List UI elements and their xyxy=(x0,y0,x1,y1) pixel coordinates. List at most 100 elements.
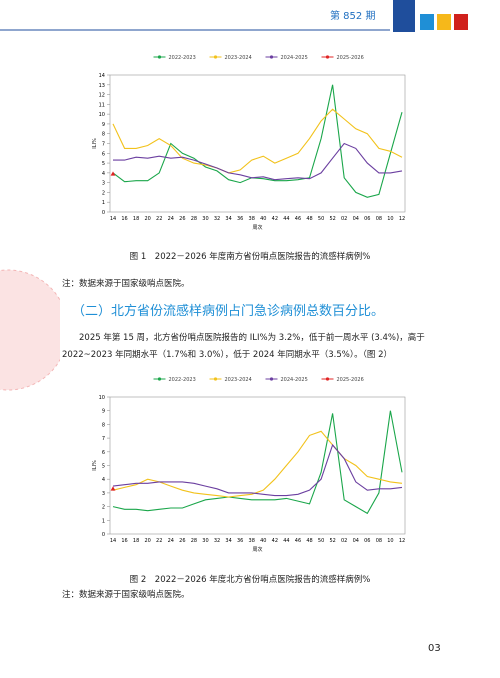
x-tick-label: 36 xyxy=(237,216,243,222)
legend-label: 2023-2024 xyxy=(225,377,252,383)
y-tick-label: 9 xyxy=(102,122,105,128)
y-tick-label: 3 xyxy=(102,181,105,187)
y-tick-label: 0 xyxy=(102,210,105,216)
series-line xyxy=(112,443,403,497)
x-tick-label: 12 xyxy=(399,538,405,544)
section-heading: （二）北方省份流感样病例占门急诊病例总数百分比。 xyxy=(72,304,385,319)
x-tick-label: 44 xyxy=(283,538,289,544)
y-tick-label: 4 xyxy=(102,477,105,483)
virus-illustration xyxy=(0,269,60,391)
x-tick-label: 24 xyxy=(168,216,174,222)
legend-marker xyxy=(157,377,162,381)
legend-label: 2024-2025 xyxy=(281,377,308,383)
y-axis-label: ILI% xyxy=(92,138,98,149)
x-tick-label: 42 xyxy=(272,216,278,222)
header-square xyxy=(454,14,468,30)
caption: 图 1 2022－2026 年度南方省份哨点医院报告的流感样病例% xyxy=(129,252,371,262)
note: 注：数据来源于国家级哨点医院。 xyxy=(62,279,190,289)
series-line xyxy=(112,84,403,198)
x-tick-label: 08 xyxy=(376,216,382,222)
x-tick-label: 52 xyxy=(329,538,335,544)
header-block xyxy=(393,0,415,32)
point-marker xyxy=(110,486,116,491)
x-tick-label: 32 xyxy=(214,538,220,544)
legend-marker xyxy=(213,377,218,381)
header-square xyxy=(420,14,434,30)
note: 注：数据来源于国家级哨点医院。 xyxy=(62,590,190,600)
x-tick-label: 30 xyxy=(202,216,208,222)
x-tick-label: 18 xyxy=(133,216,139,222)
x-tick-label: 08 xyxy=(376,538,382,544)
y-tick-label: 14 xyxy=(99,73,105,79)
y-tick-label: 7 xyxy=(102,142,105,148)
x-tick-label: 18 xyxy=(133,538,139,544)
legend-label: 2023-2024 xyxy=(225,55,252,61)
y-tick-label: 8 xyxy=(102,422,105,428)
header-decor: 第 852 期 xyxy=(0,0,468,32)
x-tick-label: 26 xyxy=(179,216,185,222)
x-tick-label: 06 xyxy=(364,538,370,544)
y-tick-label: 0 xyxy=(102,532,105,538)
x-tick-label: 10 xyxy=(387,216,393,222)
x-tick-label: 42 xyxy=(272,538,278,544)
x-tick-label: 40 xyxy=(260,216,266,222)
x-tick-label: 14 xyxy=(110,216,116,222)
legend-marker xyxy=(269,377,274,381)
legend-label: 2025-2026 xyxy=(337,55,364,61)
x-tick-label: 50 xyxy=(318,538,324,544)
x-tick-label: 28 xyxy=(191,216,197,222)
y-tick-label: 1 xyxy=(102,518,105,524)
y-tick-label: 12 xyxy=(99,93,105,99)
x-tick-label: 10 xyxy=(387,538,393,544)
legend-marker xyxy=(325,55,330,59)
point-marker xyxy=(110,171,116,176)
y-tick-label: 3 xyxy=(102,491,105,497)
legend-marker xyxy=(157,55,162,59)
series-line xyxy=(112,410,403,515)
legend-marker xyxy=(213,55,218,59)
x-tick-label: 26 xyxy=(179,538,185,544)
plot-frame xyxy=(109,74,406,213)
y-tick-label: 2 xyxy=(102,505,105,511)
x-tick-label: 22 xyxy=(156,538,162,544)
x-tick-label: 02 xyxy=(341,216,347,222)
plot-frame xyxy=(109,396,406,535)
y-tick-label: 8 xyxy=(102,132,105,138)
y-tick-label: 5 xyxy=(102,161,105,167)
y-tick-label: 10 xyxy=(99,395,105,401)
x-tick-label: 16 xyxy=(121,216,127,222)
x-tick-label: 50 xyxy=(318,216,324,222)
y-tick-label: 6 xyxy=(102,151,105,157)
x-tick-label: 48 xyxy=(306,538,312,544)
legend-label: 2022-2023 xyxy=(169,55,196,61)
x-tick-label: 36 xyxy=(237,538,243,544)
x-tick-label: 32 xyxy=(214,216,220,222)
y-tick-label: 7 xyxy=(102,436,105,442)
issue: 第 852 期 xyxy=(330,9,375,22)
legend-label: 2025-2026 xyxy=(337,377,364,383)
x-tick-label: 06 xyxy=(364,216,370,222)
y-tick-label: 2 xyxy=(102,190,105,196)
x-tick-label: 48 xyxy=(306,216,312,222)
legend-label: 2022-2023 xyxy=(169,377,196,383)
x-tick-label: 40 xyxy=(260,538,266,544)
x-axis-label: 周次 xyxy=(252,546,262,553)
x-tick-label: 04 xyxy=(353,538,359,544)
x-tick-label: 34 xyxy=(225,216,231,222)
x-tick-label: 16 xyxy=(121,538,127,544)
x-tick-label: 04 xyxy=(353,216,359,222)
x-tick-label: 34 xyxy=(225,538,231,544)
page-number: 03 xyxy=(428,643,441,654)
y-axis-label: ILI% xyxy=(92,460,98,471)
series-line xyxy=(112,108,403,174)
caption: 图 2 2022－2026 年度北方省份哨点医院报告的流感样病例% xyxy=(129,575,371,585)
x-tick-label: 38 xyxy=(249,538,255,544)
x-tick-label: 20 xyxy=(144,538,150,544)
legend-marker xyxy=(325,377,330,381)
x-axis-label: 周次 xyxy=(252,224,262,231)
legend-label: 2024-2025 xyxy=(281,55,308,61)
y-tick-label: 13 xyxy=(99,83,105,89)
x-tick-label: 30 xyxy=(202,538,208,544)
